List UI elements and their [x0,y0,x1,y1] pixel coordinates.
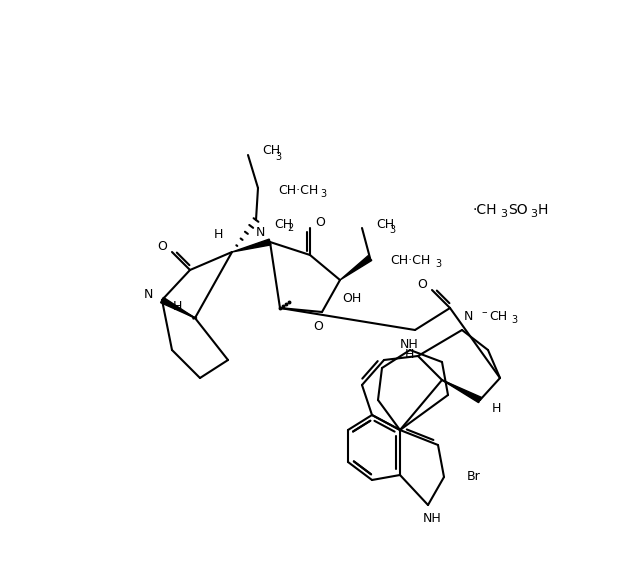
Text: O: O [417,277,427,291]
Text: –: – [481,307,487,317]
Polygon shape [340,256,372,280]
Text: O: O [157,240,167,253]
Text: OH: OH [342,292,362,304]
Text: Br: Br [467,470,481,484]
Text: H: H [213,227,223,241]
Text: CH: CH [262,144,280,158]
Text: CH: CH [489,309,507,323]
Text: CH: CH [274,218,292,230]
Text: H: H [538,203,548,217]
Text: 3: 3 [511,315,517,325]
Text: ·CH: ·CH [472,203,497,217]
Text: O: O [315,215,325,229]
Text: CH·CH: CH·CH [278,183,318,197]
Text: 2: 2 [287,223,293,233]
Text: SO: SO [508,203,527,217]
Text: N: N [255,226,265,238]
Text: H: H [172,300,182,312]
Text: 3: 3 [500,209,507,219]
Text: CH: CH [376,218,394,230]
Text: 3: 3 [320,189,326,199]
Text: 3: 3 [530,209,537,219]
Polygon shape [232,239,271,252]
Text: NH: NH [399,337,419,351]
Polygon shape [161,297,195,318]
Text: NH: NH [422,512,442,525]
Polygon shape [442,380,481,403]
Text: H: H [404,347,413,360]
Text: N: N [143,288,153,300]
Text: 3: 3 [389,225,395,235]
Text: N: N [463,309,473,323]
Text: CH·CH: CH·CH [390,253,430,266]
Polygon shape [193,317,197,319]
Text: 3: 3 [275,152,281,162]
Text: 3: 3 [435,259,441,269]
Text: H: H [492,402,500,414]
Text: O: O [313,320,323,332]
